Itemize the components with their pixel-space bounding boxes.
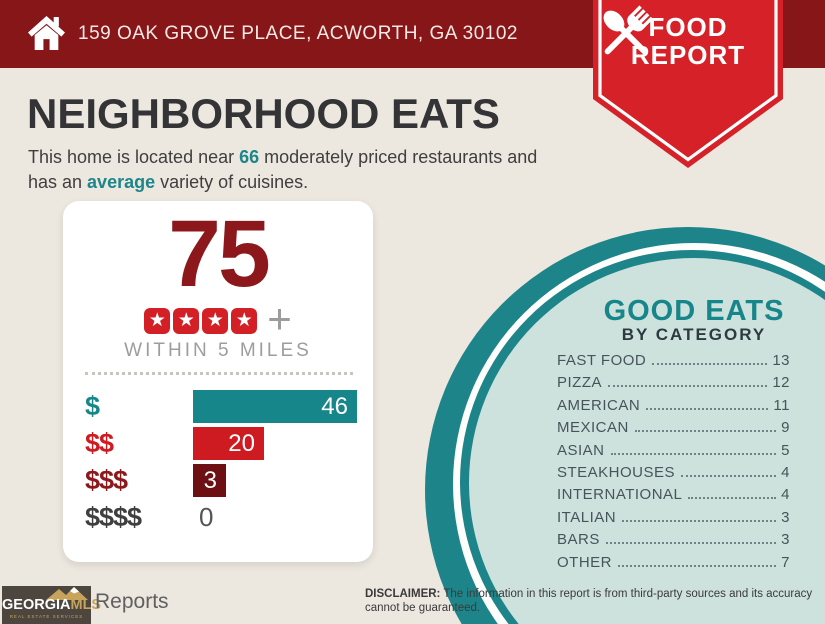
bar-row: $$$ 3 (63, 462, 373, 499)
disclaimer-text: The information in this report is from t… (365, 588, 813, 614)
category-row: ITALIAN 3 (557, 509, 790, 531)
category-value: 4 (781, 486, 790, 504)
reports-label: Reports (95, 590, 169, 613)
food-report-badge: FOOD REPORT (593, 0, 783, 168)
category-leader (610, 452, 777, 455)
star-icon: ★ (231, 308, 258, 334)
intro-line2: has an average variety of cuisines. (28, 172, 309, 192)
bar-row: $$ 20 (63, 425, 373, 462)
bar-row: $46 (63, 388, 373, 425)
plus-icon: + (267, 295, 292, 342)
category-leader (634, 430, 777, 433)
variety-highlight: average (87, 172, 156, 192)
good-eats-subtitle: BY CATEGORY (621, 325, 767, 344)
badge-title-line2: REPORT (630, 40, 746, 70)
category-label: PIZZA (557, 374, 603, 392)
category-value: 13 (772, 352, 790, 369)
page-title: NEIGHBORHOOD EATS (27, 90, 500, 137)
category-value: 11 (773, 396, 790, 414)
intro-text: This home is located near 66 moderately … (28, 145, 537, 195)
category-value: 7 (781, 553, 790, 571)
category-value: 3 (781, 508, 790, 526)
category-row: INTERNATIONAL 4 (557, 486, 790, 508)
bar-label: $$ (85, 428, 114, 458)
home-icon (28, 16, 65, 50)
dotted-separator (85, 372, 353, 375)
category-leader (608, 385, 768, 388)
intro-line1: This home is located near 66 moderately … (28, 147, 538, 167)
category-row: FAST FOOD 13 (557, 352, 790, 374)
category-leader (652, 363, 768, 365)
category-label: ASIAN (557, 441, 605, 459)
restaurant-score: 75 (168, 201, 271, 307)
bar-label: $$$ (85, 465, 128, 495)
bar: 3 (193, 464, 226, 497)
category-value: 3 (781, 531, 790, 549)
category-value: 9 (781, 419, 790, 437)
category-leader (605, 542, 777, 545)
category-row: PIZZA 12 (557, 374, 790, 396)
category-label: OTHER (557, 553, 612, 571)
category-leader (622, 519, 777, 522)
utensils-icon (603, 5, 654, 55)
category-label: STEAKHOUSES (557, 463, 676, 481)
category-row: MEXICAN 9 (557, 419, 790, 441)
category-row: STEAKHOUSES 4 (557, 464, 790, 486)
category-label: BARS (557, 531, 600, 549)
georgia-mls-logo: GEORGIAMLS REAL ESTATE SERVICES (2, 586, 102, 624)
star-icon: ★ (144, 308, 171, 334)
star-rating: ★ ★ ★ ★ + (63, 295, 373, 342)
category-leader (681, 474, 777, 477)
bar-value: 0 (199, 502, 214, 532)
category-label: AMERICAN (557, 396, 641, 414)
category-leader (618, 564, 777, 567)
category-row: AMERICAN 11 (557, 397, 790, 419)
restaurant-count: 66 (239, 147, 260, 167)
bar-value: 46 (321, 392, 348, 420)
property-address: 159 OAK GROVE PLACE, ACWORTH, GA 30102 (78, 23, 518, 44)
category-row: OTHER 7 (557, 554, 790, 576)
star-icon: ★ (173, 308, 200, 334)
category-value: 12 (772, 374, 790, 392)
category-leader (646, 407, 769, 410)
badge-ribbon-shape (593, 0, 783, 168)
category-value: 5 (781, 441, 790, 459)
disclaimer: DISCLAIMER: The information in this repo… (365, 587, 817, 615)
bar: 20 (193, 427, 264, 460)
category-row: BARS 3 (557, 531, 790, 553)
category-value: 4 (781, 463, 790, 481)
logo-text: GEORGIAMLS (2, 597, 102, 613)
price-chart: $46 $$ 20 $$$ 3 $$$$ 0 (63, 388, 373, 536)
disclaimer-label: DISCLAIMER: (365, 588, 441, 600)
category-row: ASIAN 5 (557, 442, 790, 464)
logo-roof-icon (46, 587, 88, 600)
logo-tagline: REAL ESTATE SERVICES (9, 614, 84, 619)
category-leader (688, 497, 777, 500)
bar: 46 (193, 390, 357, 423)
category-label: FAST FOOD (557, 352, 647, 369)
radius-label: WITHIN 5 MILES (124, 340, 312, 361)
bar-label: $ (85, 391, 100, 421)
good-eats-title: GOOD EATS (603, 295, 785, 327)
score-card: 75 ★ ★ ★ ★ + WITHIN 5 MILES $46 $$ 20 $$$ 3 $$$$ 0 (63, 201, 373, 562)
category-label: INTERNATIONAL (557, 486, 683, 504)
bar-row: $$$$ 0 (63, 499, 373, 536)
bar-label: $$$$ (85, 502, 142, 532)
category-label: ITALIAN (557, 508, 617, 526)
category-list: FAST FOOD 13 PIZZA 12 AMERICAN 11 MEXICAN 9 ASIA… (557, 352, 790, 576)
bar-value: 20 (228, 429, 255, 457)
star-icon: ★ (202, 308, 229, 334)
badge-title-line1: FOOD (648, 12, 728, 42)
bar-value: 3 (203, 466, 217, 494)
category-label: MEXICAN (557, 419, 629, 437)
